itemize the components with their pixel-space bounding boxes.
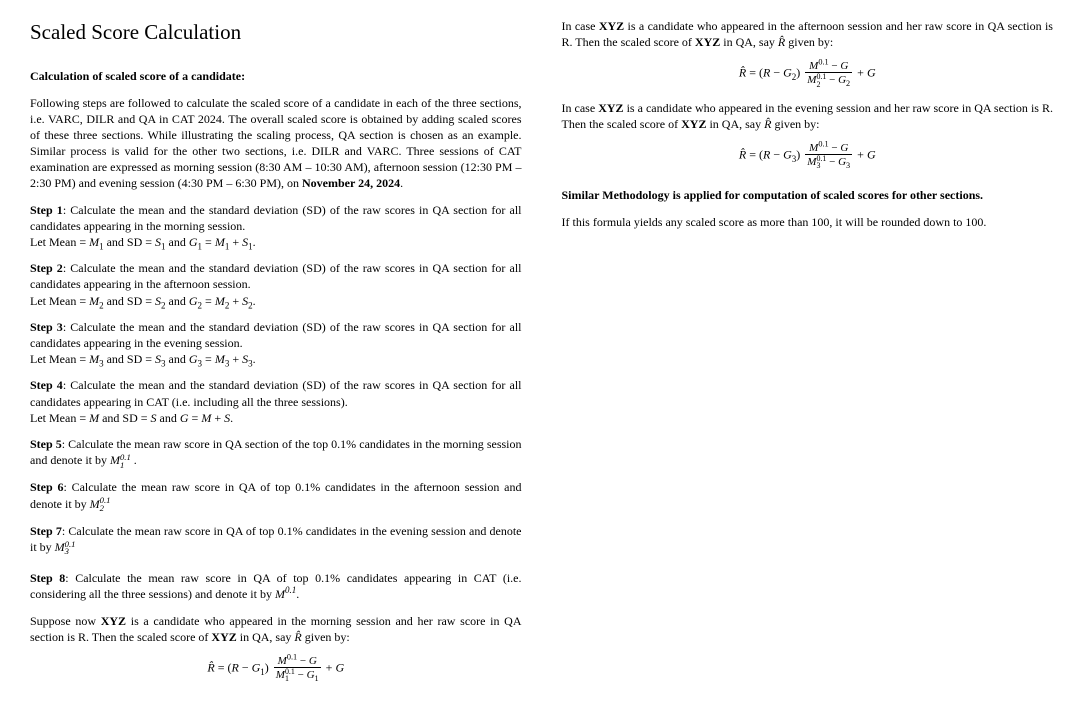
incase2-d: given by:: [785, 35, 833, 49]
step-4-let: Let Mean = M and SD = S and G = M + S.: [30, 411, 233, 425]
step-3: Step 3: Calculate the mean and the stand…: [30, 319, 522, 368]
incase2-a: In case: [562, 19, 599, 33]
incase2-c: in QA, say: [720, 35, 778, 49]
incase3-name: XYZ: [598, 101, 623, 115]
suppose1-c: in QA, say: [237, 630, 295, 644]
document-page: Scaled Score Calculation Calculation of …: [0, 0, 1083, 712]
incase3-name2: XYZ: [681, 117, 706, 131]
rhat-1: R̂: [294, 630, 301, 644]
formula-morning: R̂ = (R − G1) M0.1 − G M0.11 − G1 + G: [30, 655, 522, 682]
step-8-label: Step 8: [30, 571, 65, 585]
incase3-a: In case: [562, 101, 599, 115]
step-7-sym: M0.13: [55, 540, 76, 554]
step-6: Step 6: Calculate the mean raw score in …: [30, 479, 522, 512]
step-2-body: : Calculate the mean and the standard de…: [30, 261, 522, 291]
step-8: Step 8: Calculate the mean raw score in …: [30, 570, 522, 602]
step-2-label: Step 2: [30, 261, 63, 275]
step-2: Step 2: Calculate the mean and the stand…: [30, 260, 522, 309]
step-4-body: : Calculate the mean and the standard de…: [30, 378, 522, 408]
step-1-let: Let Mean = M1 and SD = S1 and G1 = M1 + …: [30, 235, 256, 249]
step-7: Step 7: Calculate the mean raw score in …: [30, 523, 522, 556]
step-3-body: : Calculate the mean and the standard de…: [30, 320, 522, 350]
formula-evening: R̂ = (R − G3) M0.1 − G M0.13 − G3 + G: [562, 142, 1054, 169]
step-1: Step 1: Calculate the mean and the stand…: [30, 202, 522, 251]
closing-note: If this formula yields any scaled score …: [562, 214, 1054, 230]
incase-afternoon: In case XYZ is a candidate who appeared …: [562, 18, 1054, 50]
step-5-sym: M0.11: [110, 453, 131, 467]
step-4-label: Step 4: [30, 378, 63, 392]
page-title: Scaled Score Calculation: [30, 18, 522, 46]
step-6-label: Step 6: [30, 480, 63, 494]
step-2-let: Let Mean = M2 and SD = S2 and G2 = M2 + …: [30, 294, 256, 308]
step-5-label: Step 5: [30, 437, 62, 451]
step-1-label: Step 1: [30, 203, 63, 217]
intro-text: Following steps are followed to calculat…: [30, 96, 522, 191]
incase2-name: XYZ: [599, 19, 624, 33]
incase2-name2: XYZ: [695, 35, 720, 49]
step-4: Step 4: Calculate the mean and the stand…: [30, 377, 522, 426]
step-5: Step 5: Calculate the mean raw score in …: [30, 436, 522, 469]
step-3-let: Let Mean = M3 and SD = S3 and G3 = M3 + …: [30, 352, 256, 366]
incase-evening: In case XYZ is a candidate who appeared …: [562, 100, 1054, 132]
suppose1-a: Suppose now: [30, 614, 101, 628]
intro-period: .: [400, 176, 403, 190]
intro-date: November 24, 2024: [302, 176, 400, 190]
similar-methodology: Similar Methodology is applied for compu…: [562, 187, 1054, 203]
intro-paragraph: Following steps are followed to calculat…: [30, 95, 522, 192]
incase3-c: in QA, say: [706, 117, 764, 131]
formula-afternoon: R̂ = (R − G2) M0.1 − G M0.12 − G2 + G: [562, 60, 1054, 87]
right-column: In case XYZ is a candidate who appeared …: [562, 18, 1054, 694]
step-3-label: Step 3: [30, 320, 63, 334]
step-5-body: : Calculate the mean raw score in QA sec…: [30, 437, 522, 467]
suppose1-d: given by:: [302, 630, 350, 644]
step-6-sym: M0.12: [90, 497, 111, 511]
step-7-label: Step 7: [30, 524, 62, 538]
subheading: Calculation of scaled score of a candida…: [30, 68, 522, 84]
left-column: Scaled Score Calculation Calculation of …: [30, 18, 522, 694]
suppose1-name: XYZ: [101, 614, 126, 628]
step-7-body: : Calculate the mean raw score in QA of …: [30, 524, 522, 554]
incase3-d: given by:: [771, 117, 819, 131]
step-1-body: : Calculate the mean and the standard de…: [30, 203, 522, 233]
suppose1-name2: XYZ: [211, 630, 236, 644]
step-8-sym: M0.1: [275, 587, 296, 601]
suppose-morning: Suppose now XYZ is a candidate who appea…: [30, 613, 522, 645]
